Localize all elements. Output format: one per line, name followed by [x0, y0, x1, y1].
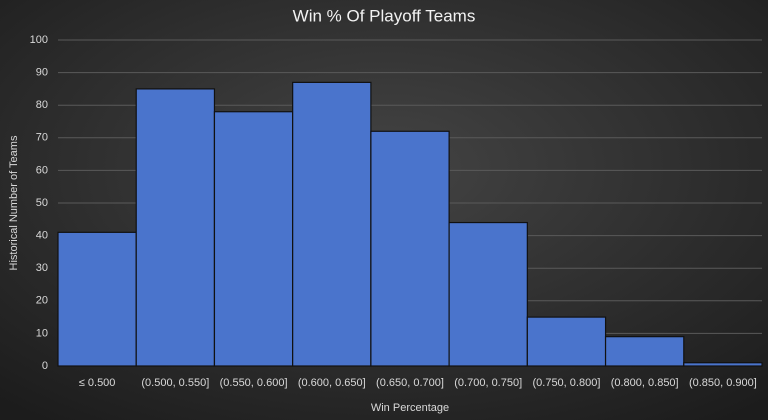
bar [292, 81, 372, 367]
x-tick-label: (0.750, 0.800] [532, 377, 600, 389]
y-tick-label: 0 [42, 360, 48, 372]
x-tick-label: (0.650, 0.700] [376, 377, 444, 389]
x-tick-label: (0.850, 0.900] [689, 377, 757, 389]
y-tick-label: 60 [36, 164, 48, 176]
y-tick-label: 30 [36, 262, 48, 274]
x-tick-label: (0.600, 0.650] [298, 377, 366, 389]
x-tick-label: (0.700, 0.750] [454, 377, 522, 389]
bar [135, 88, 216, 367]
x-tick-label: (0.800, 0.850] [611, 377, 679, 389]
y-tick-label: 90 [36, 67, 48, 79]
bar [448, 221, 528, 367]
y-tick-label: 80 [36, 99, 48, 111]
y-tick-label: 50 [36, 197, 48, 209]
x-tick-label: (0.550, 0.600] [220, 377, 288, 389]
bar [604, 336, 685, 367]
chart-title: Win % Of Playoff Teams [293, 6, 476, 25]
bar [213, 111, 294, 367]
y-tick-label: 100 [30, 34, 48, 46]
x-axis-label: Win Percentage [371, 402, 449, 414]
y-tick-label: 20 [36, 295, 48, 307]
x-tick-label: ≤ 0.500 [79, 377, 116, 389]
bar [683, 362, 763, 367]
y-tick-label: 10 [36, 327, 48, 339]
bar [57, 231, 137, 367]
y-axis-label: Historical Number of Teams [8, 135, 20, 270]
x-tick-label: (0.500, 0.550] [141, 377, 209, 389]
bar [370, 130, 450, 367]
bar [526, 316, 607, 367]
y-tick-label: 70 [36, 132, 48, 144]
y-tick-label: 40 [36, 230, 48, 242]
